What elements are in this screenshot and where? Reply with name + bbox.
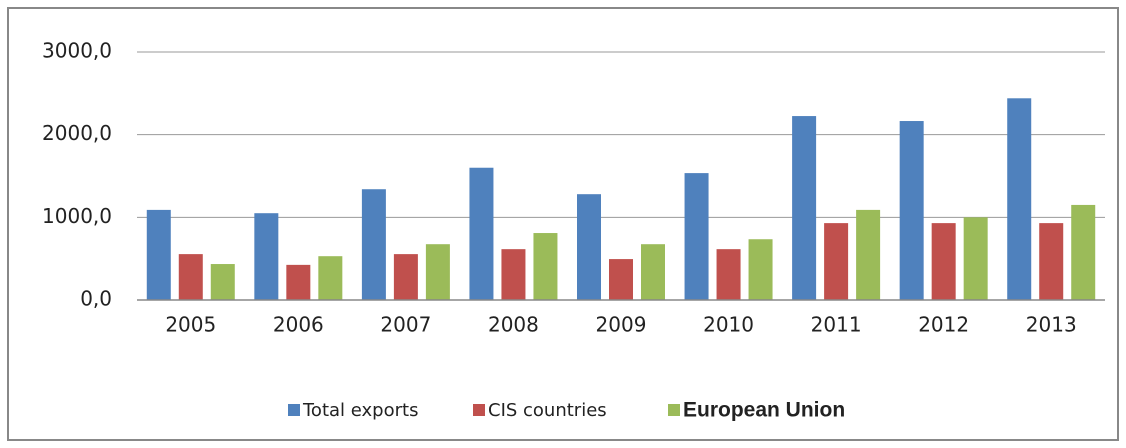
bar <box>641 244 665 300</box>
legend-label: CIS countries <box>488 400 607 421</box>
bar <box>899 121 924 300</box>
bar <box>577 194 601 300</box>
legend-swatch <box>473 404 485 416</box>
y-tick-label: 0,0 <box>80 287 112 311</box>
bar <box>361 189 386 300</box>
bar <box>684 173 709 300</box>
y-tick-label: 1000,0 <box>42 204 112 228</box>
bar <box>609 259 633 300</box>
legend-label: Total exports <box>302 400 418 421</box>
bar <box>178 254 203 300</box>
bar <box>748 239 773 300</box>
bar <box>254 213 279 300</box>
bar <box>286 264 311 300</box>
bar <box>856 209 881 300</box>
bar <box>318 256 343 300</box>
bar <box>1039 223 1064 300</box>
x-tick-label: 2013 <box>1026 313 1077 337</box>
bar <box>533 233 558 300</box>
x-tick-label: 2010 <box>703 313 754 337</box>
bar <box>1071 204 1096 300</box>
x-tick-label: 2006 <box>273 313 324 337</box>
y-tick-label: 3000,0 <box>42 39 112 63</box>
x-tick-label: 2008 <box>488 313 539 337</box>
x-tick-label: 2012 <box>918 313 969 337</box>
bar <box>792 116 817 300</box>
x-tick-label: 2011 <box>811 313 862 337</box>
bar <box>963 217 988 300</box>
legend-label: European Union <box>683 399 845 422</box>
bar <box>146 209 171 300</box>
bar <box>393 254 418 300</box>
bar <box>469 167 494 300</box>
bar <box>425 244 450 300</box>
bar <box>1007 98 1032 300</box>
bar <box>824 223 849 300</box>
y-tick-label: 2000,0 <box>42 121 112 145</box>
bar <box>716 249 741 300</box>
bar <box>931 223 956 300</box>
legend-swatch <box>288 404 300 416</box>
x-tick-label: 2007 <box>380 313 431 337</box>
bar <box>501 249 526 300</box>
legend-swatch <box>668 404 680 416</box>
bar <box>210 264 235 300</box>
x-tick-label: 2009 <box>596 313 647 337</box>
x-tick-label: 2005 <box>165 313 216 337</box>
